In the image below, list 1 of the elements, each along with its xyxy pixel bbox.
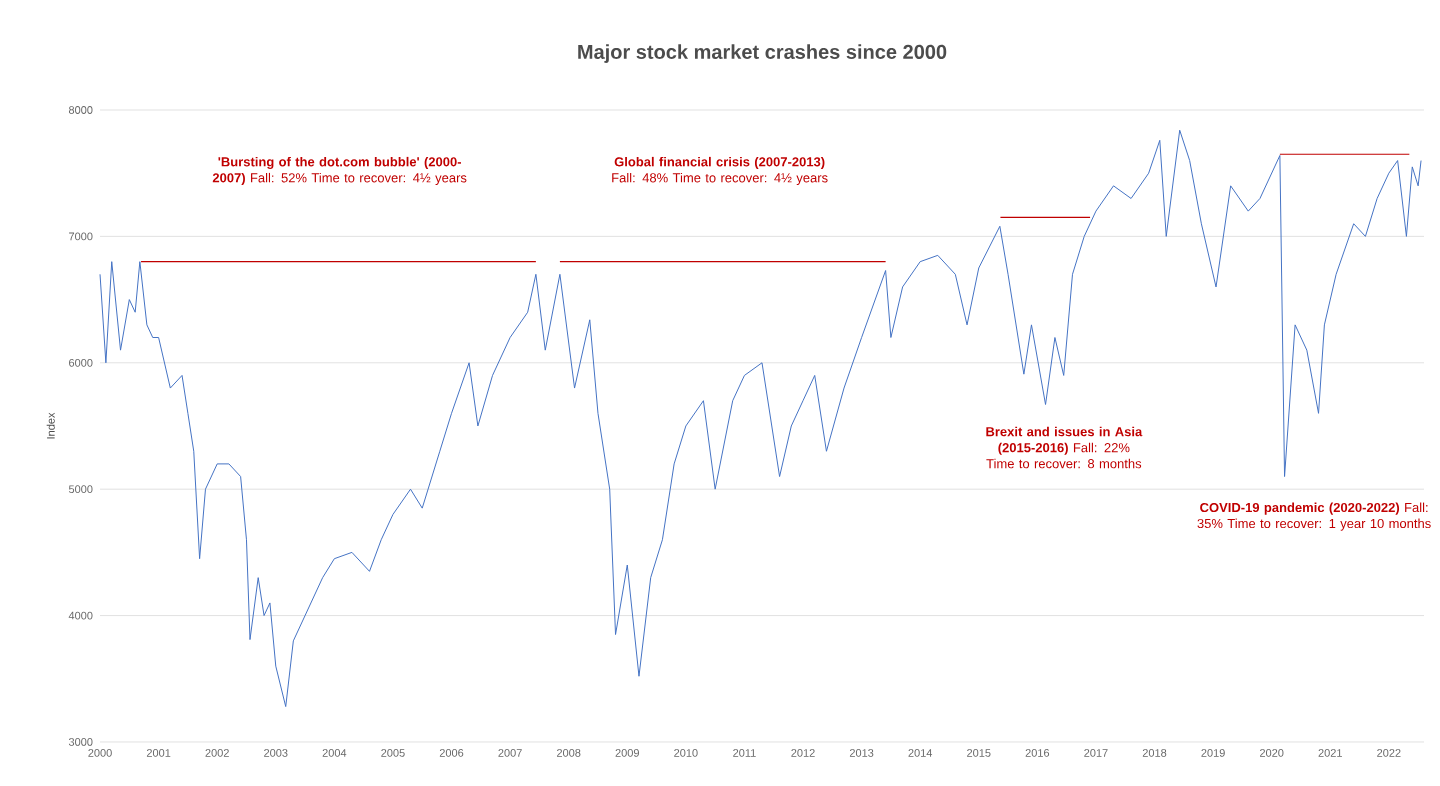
chart-title: Major stock market crashes since 2000 [578,44,947,63]
